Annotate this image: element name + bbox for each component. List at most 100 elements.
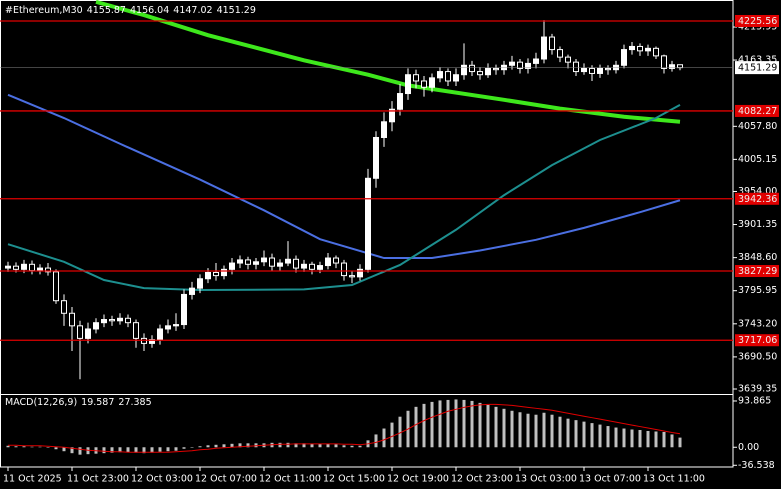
candle-body	[677, 64, 683, 69]
candle-body	[445, 71, 451, 82]
candle-body	[525, 62, 531, 69]
candle-body	[485, 67, 491, 76]
macd-header: MACD(12,26,9) 19.587 27.385	[5, 397, 152, 408]
candle-body	[285, 258, 291, 264]
macd-bar	[38, 446, 42, 448]
y-tick-label: 0.00	[738, 442, 759, 453]
macd-bar	[22, 446, 26, 448]
candle-body	[317, 265, 323, 270]
macd-bar	[278, 442, 282, 448]
candle-body	[533, 58, 539, 64]
x-tick-label: 13 Oct 07:00	[579, 474, 641, 485]
candle-body	[301, 263, 307, 269]
candle-body	[221, 268, 227, 277]
macd-bar	[486, 404, 490, 448]
candle-body	[621, 49, 627, 66]
x-tick-label: 12 Oct 23:00	[451, 474, 513, 485]
macd-bar	[534, 414, 538, 448]
y-tick-label: 4005.15	[738, 154, 777, 165]
macd-bar	[358, 445, 362, 448]
x-tick-label: 12 Oct 03:00	[131, 474, 193, 485]
macd-bar	[374, 434, 378, 448]
y-tick-label: 3848.60	[738, 252, 777, 263]
candle-body	[629, 45, 635, 51]
macd-bar	[30, 446, 34, 448]
candle-body	[565, 56, 571, 63]
x-tick-label: 11 Oct 23:00	[67, 474, 129, 485]
y-tick-label: -36.538	[738, 460, 775, 471]
candle-body	[373, 136, 379, 179]
macd-title: MACD(12,26,9)	[5, 397, 77, 408]
plot-frame	[0, 0, 734, 468]
level-label-box	[735, 334, 779, 347]
macd-bar	[166, 447, 170, 452]
chart-header: #Ethereum,M30 4155.87 4156.04 4147.02 4151.2…	[5, 5, 256, 16]
macd-bar	[638, 430, 642, 448]
macd-bar	[670, 434, 674, 448]
y-tick-label: 3743.20	[738, 318, 777, 329]
macd-bar	[646, 430, 650, 448]
x-tick-label: 12 Oct 07:00	[195, 474, 257, 485]
candle-body	[293, 258, 299, 269]
candle-body	[93, 322, 99, 330]
moving-average	[95, 0, 681, 124]
macd-bar	[622, 428, 626, 448]
macd-bar	[182, 447, 186, 449]
chart-title: #Ethereum,M30	[5, 5, 83, 16]
level-label-box	[735, 14, 779, 27]
candle-body	[69, 312, 75, 327]
candle-body	[157, 328, 163, 341]
macd-bar	[286, 442, 290, 448]
candle-body	[181, 293, 187, 326]
macd-bar	[318, 443, 322, 448]
candle-body	[53, 271, 59, 302]
candle-body	[173, 324, 179, 327]
candle-body	[29, 263, 35, 272]
y-tick-label: 4057.80	[738, 121, 777, 132]
candle-body	[421, 80, 427, 88]
candle-body	[13, 265, 19, 270]
macd-bar	[230, 443, 234, 448]
macd-bar	[422, 403, 426, 448]
candle-body	[333, 257, 339, 264]
candle-body	[37, 267, 43, 272]
macd-bar	[630, 429, 634, 448]
candle-body	[365, 177, 371, 270]
macd-bar	[70, 447, 74, 454]
candle-body	[429, 77, 435, 88]
y-tick-label: 3639.35	[738, 384, 777, 395]
candle-body	[325, 257, 331, 267]
macd-bar	[198, 446, 202, 448]
candle-body	[437, 71, 443, 79]
x-tick-label: 12 Oct 15:00	[323, 474, 385, 485]
macd-bar	[206, 445, 210, 448]
macd-bar	[14, 446, 18, 448]
x-tick-label: 12 Oct 19:00	[387, 474, 449, 485]
macd-bar	[62, 447, 66, 452]
candle-body	[557, 49, 563, 58]
macd-bar	[566, 418, 570, 448]
candle-body	[573, 61, 579, 73]
candle-body	[597, 67, 603, 74]
candle-body	[85, 328, 91, 339]
macd-bar	[390, 422, 394, 448]
macd-bar	[110, 447, 114, 453]
candle-body	[109, 319, 115, 322]
candle-body	[45, 267, 51, 273]
x-tick-label: 12 Oct 11:00	[259, 474, 321, 485]
price-label: 4151.29	[738, 63, 777, 74]
macd-bar	[310, 443, 314, 448]
candle-body	[5, 265, 11, 269]
macd-bar	[462, 399, 466, 448]
x-tick-label: 13 Oct 11:00	[643, 474, 705, 485]
macd-bar	[174, 447, 178, 451]
macd-bar	[510, 410, 514, 448]
macd-bar	[54, 447, 58, 450]
macd-bar	[246, 443, 250, 448]
macd-bar	[598, 424, 602, 448]
candle-body	[389, 108, 395, 123]
macd-bar	[46, 447, 50, 448]
level-label: 3827.29	[738, 266, 777, 277]
macd-bar	[238, 443, 242, 448]
